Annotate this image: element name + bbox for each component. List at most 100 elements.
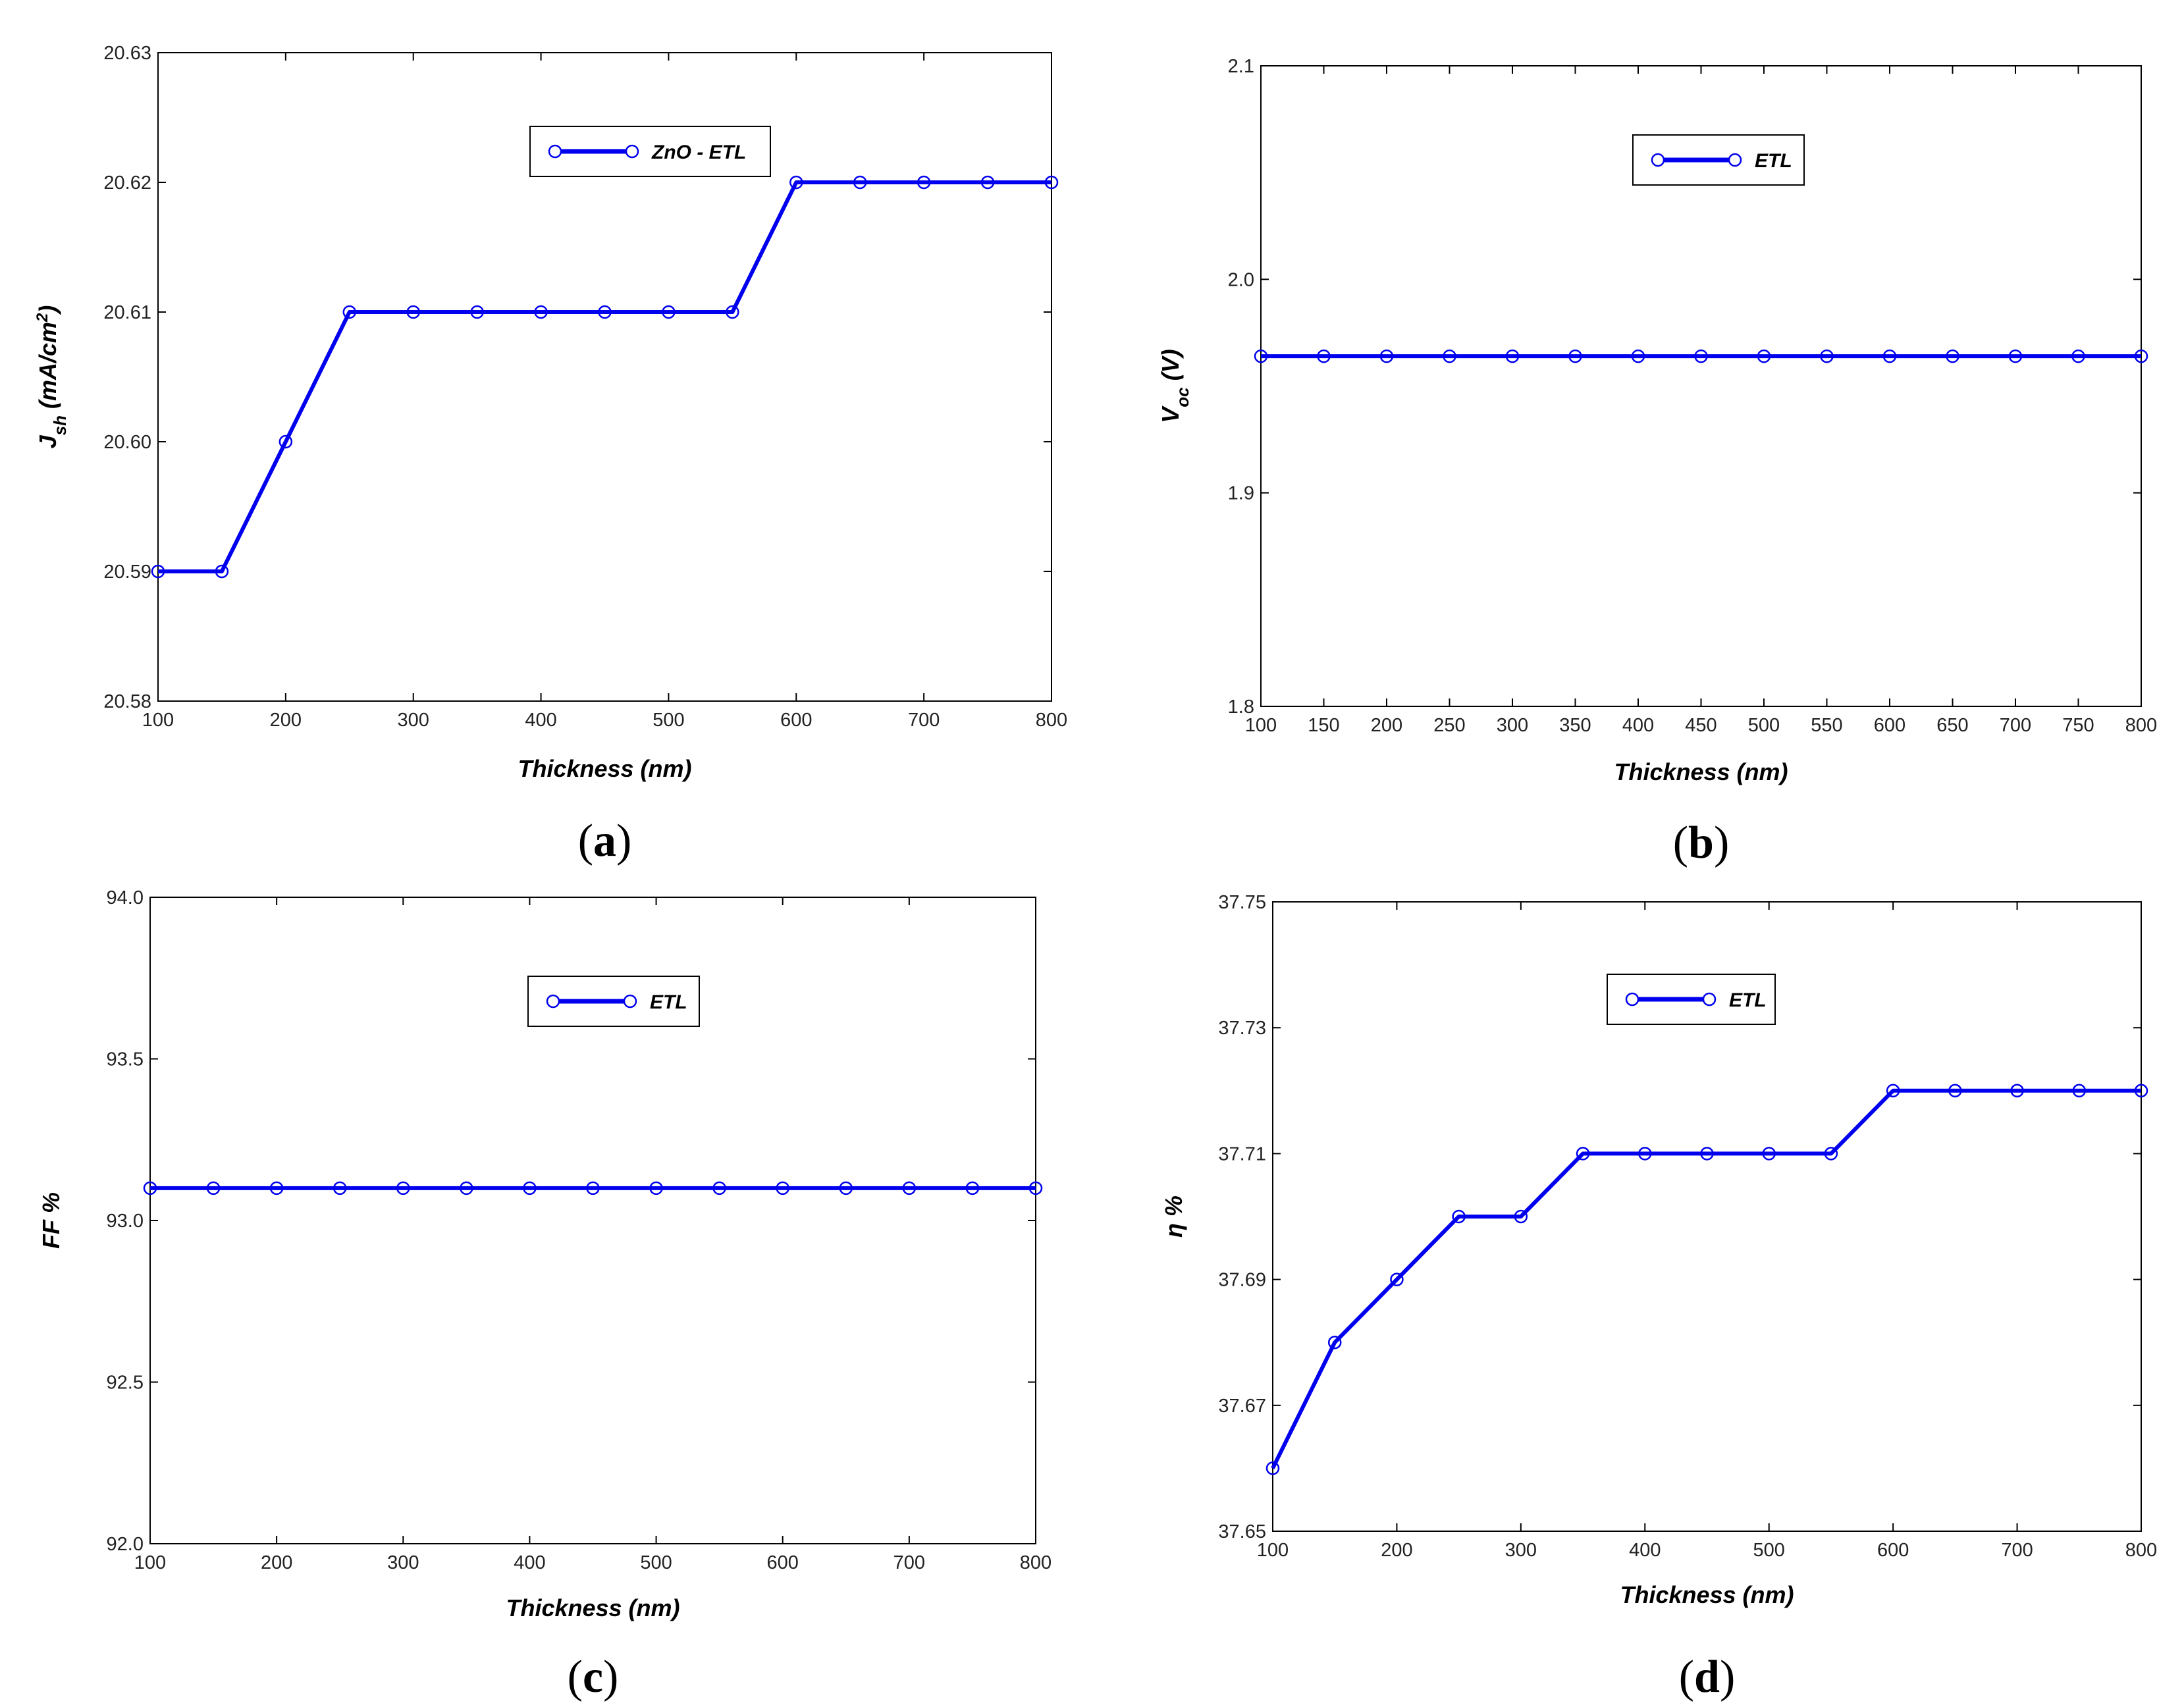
panel-label-close-paren: )	[603, 1652, 618, 1702]
data-point	[1694, 349, 1708, 363]
data-point	[1638, 1147, 1652, 1161]
data-point	[279, 434, 293, 449]
data-point	[1327, 1335, 1342, 1350]
y-tick-label: 37.71	[1218, 1143, 1266, 1165]
x-tick-label: 300	[387, 1552, 419, 1573]
data-point	[1576, 1147, 1590, 1161]
data-point	[534, 305, 548, 319]
data-point	[523, 1181, 537, 1195]
y-tick-label: 1.9	[1228, 483, 1254, 504]
x-axis-label: Thickness (nm)	[518, 755, 691, 782]
x-tick-label: 600	[1877, 1540, 1909, 1561]
data-point	[269, 1181, 284, 1195]
x-tick-label: 400	[1622, 715, 1654, 736]
panel-label-close-paren: )	[1720, 1652, 1735, 1702]
y-tick-label: 37.75	[1218, 892, 1266, 913]
x-tick-label: 700	[2000, 715, 2031, 736]
x-tick-label: 550	[1811, 715, 1842, 736]
x-tick-label: 600	[780, 710, 812, 731]
x-axis-label: Thickness (nm)	[1614, 758, 1788, 785]
data-point	[853, 175, 867, 190]
y-tick-label: 20.61	[103, 302, 151, 323]
x-tick-label: 700	[908, 710, 940, 731]
x-tick-label: 200	[1381, 1540, 1412, 1561]
series-line	[158, 180, 1052, 573]
panel-label-letter: b	[1688, 818, 1714, 868]
y-tick-label: 20.60	[103, 432, 151, 453]
legend-label: ETL	[650, 991, 687, 1013]
y-tick-label: 37.67	[1218, 1396, 1266, 1417]
x-tick-label: 300	[1497, 715, 1528, 736]
chart-panel-b: 100 150 200 250 300 350 400 450 500 550 600 650 700 7…	[1157, 56, 2157, 868]
x-tick-label: 500	[653, 710, 684, 731]
x-tick-label: 800	[1020, 1552, 1052, 1573]
legend-label: ETL	[1755, 150, 1792, 172]
data-point	[1886, 1084, 1900, 1098]
data-point	[965, 1181, 980, 1195]
y-axis-label-main: J	[34, 434, 61, 448]
x-tick-label: 750	[2062, 715, 2094, 736]
data-point	[1044, 175, 1059, 190]
data-point	[1700, 1147, 1714, 1161]
legend-marker	[1728, 153, 1742, 167]
x-tick-label: 150	[1308, 715, 1339, 736]
x-tick-label: 800	[2125, 1540, 2157, 1561]
data-point	[1390, 1272, 1404, 1286]
x-tick-label: 600	[767, 1552, 799, 1573]
y-tick-label: 2.1	[1228, 56, 1254, 77]
plot-frame	[157, 52, 1052, 702]
y-tick-label: 92.0	[107, 1534, 144, 1555]
panel-label-open-paren: (	[1679, 1652, 1694, 1702]
data-point	[2071, 349, 2085, 363]
x-tick-label: 450	[1685, 715, 1717, 736]
y-tick-label: 20.63	[103, 43, 151, 64]
data-point	[151, 564, 165, 579]
y-axis-label-superscript: 2	[34, 313, 51, 323]
data-point	[470, 305, 484, 319]
y-tick-label: 37.69	[1218, 1270, 1266, 1291]
legend-marker	[1651, 153, 1665, 167]
y-axis-label: Voc (V)	[1157, 349, 1192, 423]
y-axis-label-main: V	[1157, 406, 1184, 423]
data-point	[726, 305, 739, 319]
y-tick-label: 93.5	[107, 1049, 144, 1070]
data-point	[1762, 1147, 1776, 1161]
data-point	[1379, 349, 1394, 363]
data-point	[1505, 349, 1520, 363]
data-point	[839, 1181, 853, 1195]
data-point	[1882, 349, 1897, 363]
x-tick-label: 700	[893, 1552, 925, 1573]
y-axis-label-units: (mA/cm	[34, 322, 61, 415]
y-tick-label: 94.0	[107, 887, 144, 908]
y-tick-label: 92.5	[107, 1373, 144, 1394]
panel-label-close-paren: )	[1714, 818, 1729, 868]
x-axis-label: Thickness (nm)	[506, 1594, 679, 1621]
data-point	[598, 305, 612, 319]
y-tick-label: 2.0	[1228, 269, 1254, 290]
x-tick-label: 800	[1036, 710, 1067, 731]
x-tick-label: 200	[261, 1552, 292, 1573]
data-point	[776, 1181, 789, 1195]
y-tick-label: 20.59	[103, 562, 151, 583]
data-point	[1443, 349, 1456, 363]
legend: ETL	[1607, 974, 1776, 1025]
x-tick-label: 700	[2001, 1540, 2033, 1561]
x-tick-label: 500	[1753, 1540, 1785, 1561]
x-tick-label: 400	[1629, 1540, 1661, 1561]
series-line	[1271, 1088, 2141, 1469]
y-tick-label: 1.8	[1228, 696, 1254, 718]
x-tick-label: 400	[525, 710, 556, 731]
legend-marker	[548, 144, 562, 159]
y-axis-label: FF %	[38, 1192, 65, 1249]
panel-label-open-paren: (	[1673, 818, 1688, 868]
panel-label-open-paren: (	[568, 1652, 583, 1702]
chart-panel-c: 100 200 300 400 500 600 700 800 92.0 92.5 93.0 93.5…	[38, 887, 1052, 1702]
x-tick-label: 100	[1245, 715, 1277, 736]
y-axis-label: Jsh (mA/cm2)	[34, 305, 70, 449]
panel-label-letter: d	[1694, 1652, 1720, 1702]
x-tick-label: 650	[1936, 715, 1968, 736]
data-point	[917, 175, 931, 190]
x-tick-label: 600	[1874, 715, 1905, 736]
data-point	[1568, 349, 1582, 363]
x-tick-label: 300	[398, 710, 429, 731]
